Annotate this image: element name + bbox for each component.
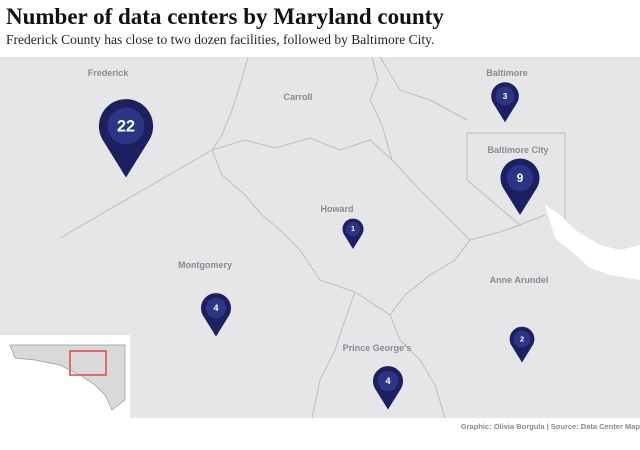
county-label: Anne Arundel — [489, 275, 549, 285]
pin-count: 1 — [351, 226, 355, 233]
title: Number of data centers by Maryland count… — [6, 4, 444, 29]
county-label: Howard — [320, 204, 354, 214]
county-borders — [59, 56, 566, 419]
county-label: Frederick — [87, 68, 129, 78]
pin-count: 22 — [117, 117, 135, 135]
pin: 22 — [98, 99, 154, 178]
inset-map — [0, 335, 130, 420]
water — [545, 205, 640, 280]
pin-inner — [506, 164, 534, 192]
pin-count: 4 — [213, 303, 218, 313]
pin-count: 3 — [503, 92, 508, 101]
pin: 3 — [491, 82, 519, 123]
pin: 1 — [342, 218, 364, 249]
pin-inner — [513, 330, 531, 348]
county-label: Baltimore City — [487, 145, 549, 155]
subtitle: Frederick County has close to two dozen … — [6, 32, 435, 47]
county-label: Carroll — [283, 92, 313, 102]
pin-inner — [107, 107, 145, 145]
pin-inner — [205, 297, 227, 319]
pin-count: 9 — [517, 172, 524, 185]
pin: 9 — [500, 158, 540, 216]
pin-inner — [345, 221, 361, 237]
county-label: Prince George's — [342, 343, 412, 353]
pin: 4 — [372, 366, 403, 410]
county-label: Baltimore — [486, 68, 528, 78]
pin: 4 — [201, 293, 232, 337]
pin: 2 — [509, 326, 535, 363]
credit: Graphic: Olivia Borgula | Source: Data C… — [460, 422, 640, 431]
pin-inner — [495, 86, 515, 106]
pins: 22 3 9 1 4 2 4 — [98, 82, 540, 410]
county-label: Montgomery — [178, 260, 232, 270]
pin-inner — [377, 370, 399, 392]
pin-count: 4 — [385, 376, 390, 386]
pin-count: 2 — [520, 334, 524, 343]
